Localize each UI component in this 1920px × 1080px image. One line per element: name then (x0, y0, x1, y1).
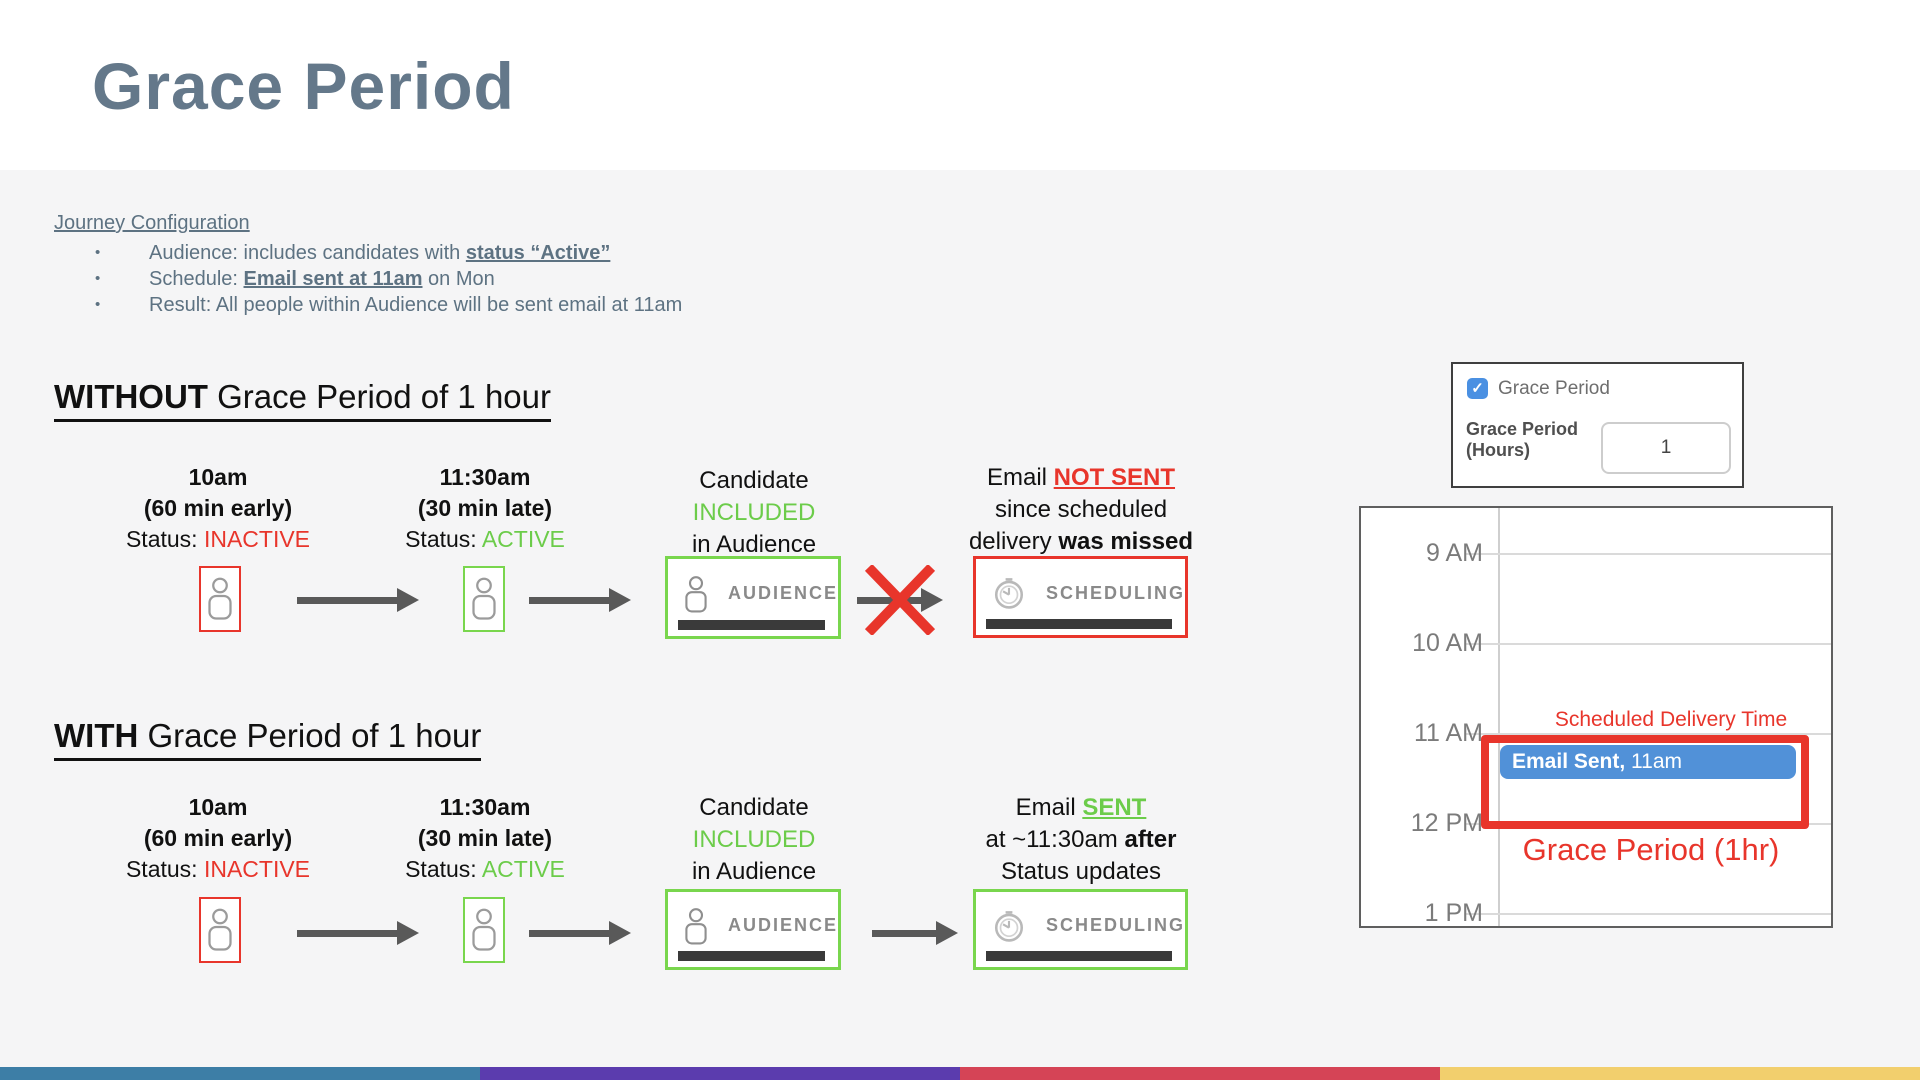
progress-bar (678, 620, 825, 630)
progress-bar (678, 951, 825, 961)
grace-period-hours-label: Grace Period (Hours) (1466, 419, 1579, 460)
x-icon (864, 565, 936, 635)
grace-period-checkbox[interactable]: ✓ (1467, 378, 1488, 399)
scheduled-delivery-annotation: Scheduled Delivery Time (1554, 708, 1788, 731)
footer-stripe-blue (0, 1067, 480, 1080)
step-1130am-with: 11:30am (30 min late) Status: ACTIVE (405, 794, 565, 882)
gridline (1465, 553, 1831, 555)
candidate-included-with: Candidate INCLUDED in Audience (691, 794, 817, 885)
person-active-box (463, 897, 505, 963)
audience-box: AUDIENCE (665, 556, 841, 639)
person-active-box (463, 566, 505, 632)
scheduling-box: SCHEDULING (973, 889, 1188, 970)
arrow-icon (857, 588, 943, 612)
time-label-10am: 10 AM (1412, 629, 1483, 657)
person-icon (208, 908, 232, 951)
status-active: ACTIVE (481, 526, 565, 552)
person-icon (208, 577, 232, 620)
status-inactive: INACTIVE (203, 856, 311, 882)
clock-icon (994, 578, 1024, 609)
status-active: ACTIVE (481, 856, 565, 882)
calendar-panel: 9 AM 10 AM 11 AM 12 PM 1 PM Scheduled De… (1359, 506, 1833, 928)
calendar-axis-line (1498, 508, 1500, 926)
gridline (1465, 913, 1831, 915)
journey-config-heading: Journey Configuration (54, 212, 250, 234)
status-inactive: INACTIVE (203, 526, 311, 552)
scheduling-label: SCHEDULING (1045, 915, 1185, 935)
person-inactive-box (199, 897, 241, 963)
gridline (1465, 733, 1831, 735)
journey-bullet-schedule-text: Schedule: Email sent at 11am on Mon (149, 268, 495, 290)
footer-stripe-purple (480, 1067, 960, 1080)
time-label-9am: 9 AM (1426, 539, 1483, 567)
audience-box: AUDIENCE (665, 889, 841, 970)
audience-label: AUDIENCE (727, 583, 838, 603)
person-icon (472, 908, 496, 951)
email-not-sent-note: Email NOT SENT since scheduled delivery … (968, 464, 1194, 555)
journey-bullet-result-text: Result: All people within Audience will … (149, 294, 683, 316)
section-heading-with: WITH Grace Period of 1 hour (54, 717, 482, 761)
person-inactive-box (199, 566, 241, 632)
arrow-icon (297, 588, 419, 612)
email-sent-note: Email SENT at ~11:30am after Status upda… (985, 794, 1177, 885)
scheduling-label: SCHEDULING (1045, 582, 1185, 603)
grace-period-hours-input[interactable] (1601, 422, 1731, 474)
time-label-12pm: 12 PM (1410, 809, 1483, 837)
arrow-icon (872, 921, 958, 945)
candidate-included-without: Candidate INCLUDED in Audience (691, 467, 817, 558)
bullet-icon: • (95, 270, 101, 287)
arrow-icon (529, 921, 631, 945)
grace-period-checkbox-label: Grace Period (1498, 378, 1610, 399)
footer-stripe-red (960, 1067, 1440, 1080)
email-sent-event[interactable]: Email Sent, 11am (1500, 745, 1796, 779)
section-heading-without: WITHOUT Grace Period of 1 hour (54, 378, 551, 422)
audience-label: AUDIENCE (727, 915, 838, 935)
grace-period-panel: ✓ Grace Period Grace Period (Hours) (1451, 362, 1744, 488)
grace-period-highlight-rect (1481, 735, 1809, 829)
footer-stripe-yellow (1440, 1067, 1920, 1080)
journey-bullet-result: • Result: All people within Audience wil… (54, 292, 682, 318)
page-title: Grace Period (92, 49, 515, 123)
journey-config: Journey Configuration • Audience: includ… (54, 212, 682, 318)
gridline (1465, 643, 1831, 645)
person-icon (685, 575, 707, 612)
journey-bullet-schedule: • Schedule: Email sent at 11am on Mon (54, 266, 682, 292)
journey-bullet-audience-text: Audience: includes candidates with statu… (149, 242, 611, 264)
step-10am-without: 10am (60 min early) Status: INACTIVE (125, 464, 311, 552)
clock-icon (994, 910, 1024, 942)
title-band: Grace Period (0, 0, 1920, 170)
step-10am-with: 10am (60 min early) Status: INACTIVE (125, 794, 311, 882)
journey-bullet-audience: • Audience: includes candidates with sta… (54, 240, 682, 266)
bullet-icon: • (95, 296, 101, 313)
step-1130am-without: 11:30am (30 min late) Status: ACTIVE (405, 464, 565, 552)
person-icon (472, 577, 496, 620)
arrow-icon (297, 921, 419, 945)
grace-period-annotation: Grace Period (1hr) (1522, 832, 1780, 867)
time-label-1pm: 1 PM (1424, 899, 1483, 927)
progress-bar (986, 619, 1172, 629)
check-icon: ✓ (1471, 380, 1484, 397)
time-label-11am: 11 AM (1413, 719, 1483, 747)
progress-bar (986, 951, 1172, 961)
scheduling-box: SCHEDULING (973, 556, 1188, 638)
bullet-icon: • (95, 244, 101, 261)
person-icon (685, 907, 707, 944)
arrow-icon (529, 588, 631, 612)
